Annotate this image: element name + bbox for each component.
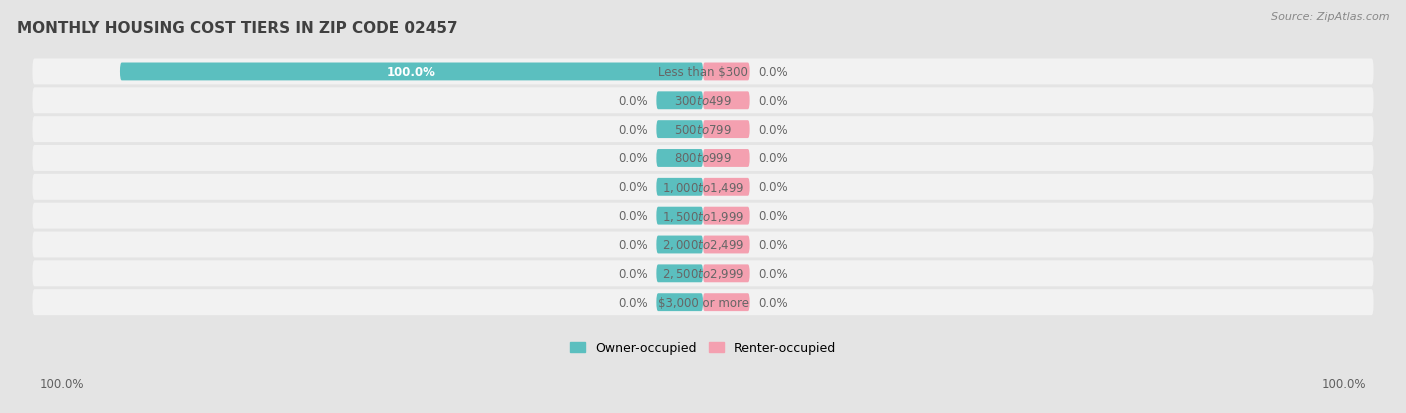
FancyBboxPatch shape [32, 174, 1374, 200]
FancyBboxPatch shape [703, 63, 749, 81]
Text: Source: ZipAtlas.com: Source: ZipAtlas.com [1271, 12, 1389, 22]
Text: $300 to $499: $300 to $499 [673, 95, 733, 107]
Text: $3,000 or more: $3,000 or more [658, 296, 748, 309]
Text: $500 to $799: $500 to $799 [673, 123, 733, 136]
Text: 0.0%: 0.0% [758, 296, 787, 309]
Text: 0.0%: 0.0% [758, 66, 787, 79]
FancyBboxPatch shape [703, 150, 749, 168]
Legend: Owner-occupied, Renter-occupied: Owner-occupied, Renter-occupied [569, 341, 837, 354]
FancyBboxPatch shape [657, 92, 703, 110]
Text: 0.0%: 0.0% [758, 123, 787, 136]
Text: 0.0%: 0.0% [758, 238, 787, 252]
Text: 0.0%: 0.0% [758, 267, 787, 280]
FancyBboxPatch shape [703, 92, 749, 110]
Text: 0.0%: 0.0% [758, 181, 787, 194]
FancyBboxPatch shape [32, 290, 1374, 316]
Text: 100.0%: 100.0% [1322, 377, 1367, 390]
FancyBboxPatch shape [703, 207, 749, 225]
FancyBboxPatch shape [120, 63, 703, 81]
Text: 0.0%: 0.0% [619, 152, 648, 165]
FancyBboxPatch shape [703, 178, 749, 196]
FancyBboxPatch shape [32, 203, 1374, 229]
Text: $2,000 to $2,499: $2,000 to $2,499 [662, 238, 744, 252]
FancyBboxPatch shape [657, 236, 703, 254]
FancyBboxPatch shape [657, 294, 703, 311]
Text: 0.0%: 0.0% [619, 210, 648, 223]
FancyBboxPatch shape [657, 150, 703, 168]
FancyBboxPatch shape [657, 207, 703, 225]
FancyBboxPatch shape [32, 117, 1374, 143]
Text: 0.0%: 0.0% [758, 95, 787, 107]
Text: 0.0%: 0.0% [619, 95, 648, 107]
FancyBboxPatch shape [703, 121, 749, 139]
Text: 100.0%: 100.0% [39, 377, 84, 390]
Text: 100.0%: 100.0% [387, 66, 436, 79]
Text: 0.0%: 0.0% [758, 210, 787, 223]
Text: 0.0%: 0.0% [619, 238, 648, 252]
Text: 0.0%: 0.0% [619, 296, 648, 309]
Text: $1,500 to $1,999: $1,500 to $1,999 [662, 209, 744, 223]
FancyBboxPatch shape [657, 265, 703, 282]
Text: $2,500 to $2,999: $2,500 to $2,999 [662, 267, 744, 281]
FancyBboxPatch shape [32, 88, 1374, 114]
FancyBboxPatch shape [32, 146, 1374, 171]
Text: $1,000 to $1,499: $1,000 to $1,499 [662, 180, 744, 195]
Text: 0.0%: 0.0% [619, 267, 648, 280]
Text: 0.0%: 0.0% [758, 152, 787, 165]
FancyBboxPatch shape [657, 178, 703, 196]
FancyBboxPatch shape [703, 294, 749, 311]
Text: $800 to $999: $800 to $999 [673, 152, 733, 165]
Text: 0.0%: 0.0% [619, 181, 648, 194]
FancyBboxPatch shape [657, 121, 703, 139]
Text: MONTHLY HOUSING COST TIERS IN ZIP CODE 02457: MONTHLY HOUSING COST TIERS IN ZIP CODE 0… [17, 21, 457, 36]
FancyBboxPatch shape [32, 59, 1374, 85]
Text: Less than $300: Less than $300 [658, 66, 748, 79]
FancyBboxPatch shape [703, 236, 749, 254]
FancyBboxPatch shape [32, 232, 1374, 258]
Text: 0.0%: 0.0% [619, 123, 648, 136]
FancyBboxPatch shape [703, 265, 749, 282]
FancyBboxPatch shape [32, 261, 1374, 287]
